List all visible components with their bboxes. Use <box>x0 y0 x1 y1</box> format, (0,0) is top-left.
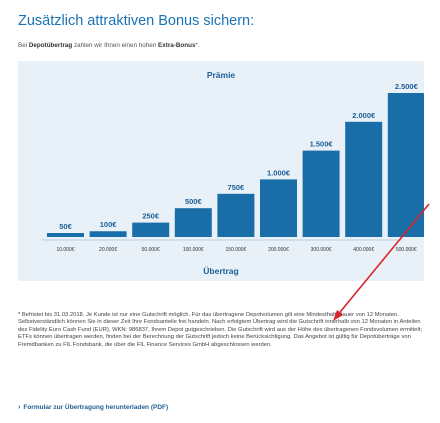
bar-500.000€ <box>387 93 424 237</box>
arrow-line <box>335 203 430 318</box>
chart-title: Prämie <box>206 70 236 80</box>
subtitle-mid: zahlen wir Ihnen einen hohen <box>72 42 159 49</box>
download-form-link[interactable]: › Formular zur Übertragung herunterladen … <box>18 404 168 411</box>
x-tick-label: 500.000€ <box>396 247 417 253</box>
bar-20.000€ <box>89 231 127 237</box>
x-tick-label: 150.000€ <box>225 247 246 253</box>
bar-value-label: 2.500€ <box>395 82 419 91</box>
arrow-head <box>333 310 343 321</box>
bar-150.000€ <box>217 193 255 237</box>
x-tick-label: 20.000€ <box>99 247 117 253</box>
bar-value-label: 750€ <box>228 183 246 192</box>
bar-value-label: 1.000€ <box>267 168 291 177</box>
x-tick-label: 100.000€ <box>183 247 204 253</box>
bonus-chart-panel: Prämie 50€ 10.000€ 100€ 20.000€ 250€ 50.000€ 5… <box>18 61 424 281</box>
chart-x-axis-label: Übertrag <box>203 266 239 276</box>
x-tick-label: 300.000€ <box>311 247 332 253</box>
bar-value-label: 100€ <box>100 220 118 229</box>
x-tick-label: 10.000€ <box>56 247 74 253</box>
page-title: Zusätzlich attraktiven Bonus sichern: <box>18 13 255 29</box>
bar-10.000€ <box>47 233 84 237</box>
subtitle-bold-depotuebertrag: Depotübertrag <box>28 42 73 49</box>
bar-50.000€ <box>132 222 170 237</box>
bar-value-label: 1.500€ <box>310 140 334 149</box>
subtitle-prefix: Bei <box>18 42 29 49</box>
x-tick-label: 50.000€ <box>142 247 160 253</box>
bar-value-label: 2.000€ <box>352 111 376 120</box>
subtitle-suffix: *. <box>195 42 200 49</box>
bar-value-label: 500€ <box>185 197 203 206</box>
x-tick-label: 400.000€ <box>353 247 374 253</box>
footnote-text: * Befristet bis 31.03.2018. Je Kunde ist… <box>18 312 423 348</box>
bar-value-label: 250€ <box>142 212 160 221</box>
bar-200.000€ <box>260 179 297 237</box>
bar-300.000€ <box>302 150 340 237</box>
bar-value-label: 50€ <box>59 222 72 231</box>
bar-400.000€ <box>345 121 383 237</box>
bar-100.000€ <box>174 208 212 237</box>
chevron-right-icon: › <box>18 404 21 411</box>
subtitle-bold-extra-bonus: Extra-Bonus <box>158 42 196 49</box>
download-link-label: Formular zur Übertragung herunterladen (… <box>23 404 169 411</box>
bonus-bar-chart: 50€ 10.000€ 100€ 20.000€ 250€ 50.000€ 500€ 100.… <box>42 82 424 253</box>
bonus-subtitle: Bei Depotübertrag zahlen wir Ihnen einen… <box>18 42 200 49</box>
x-tick-label: 200.000€ <box>268 247 289 253</box>
